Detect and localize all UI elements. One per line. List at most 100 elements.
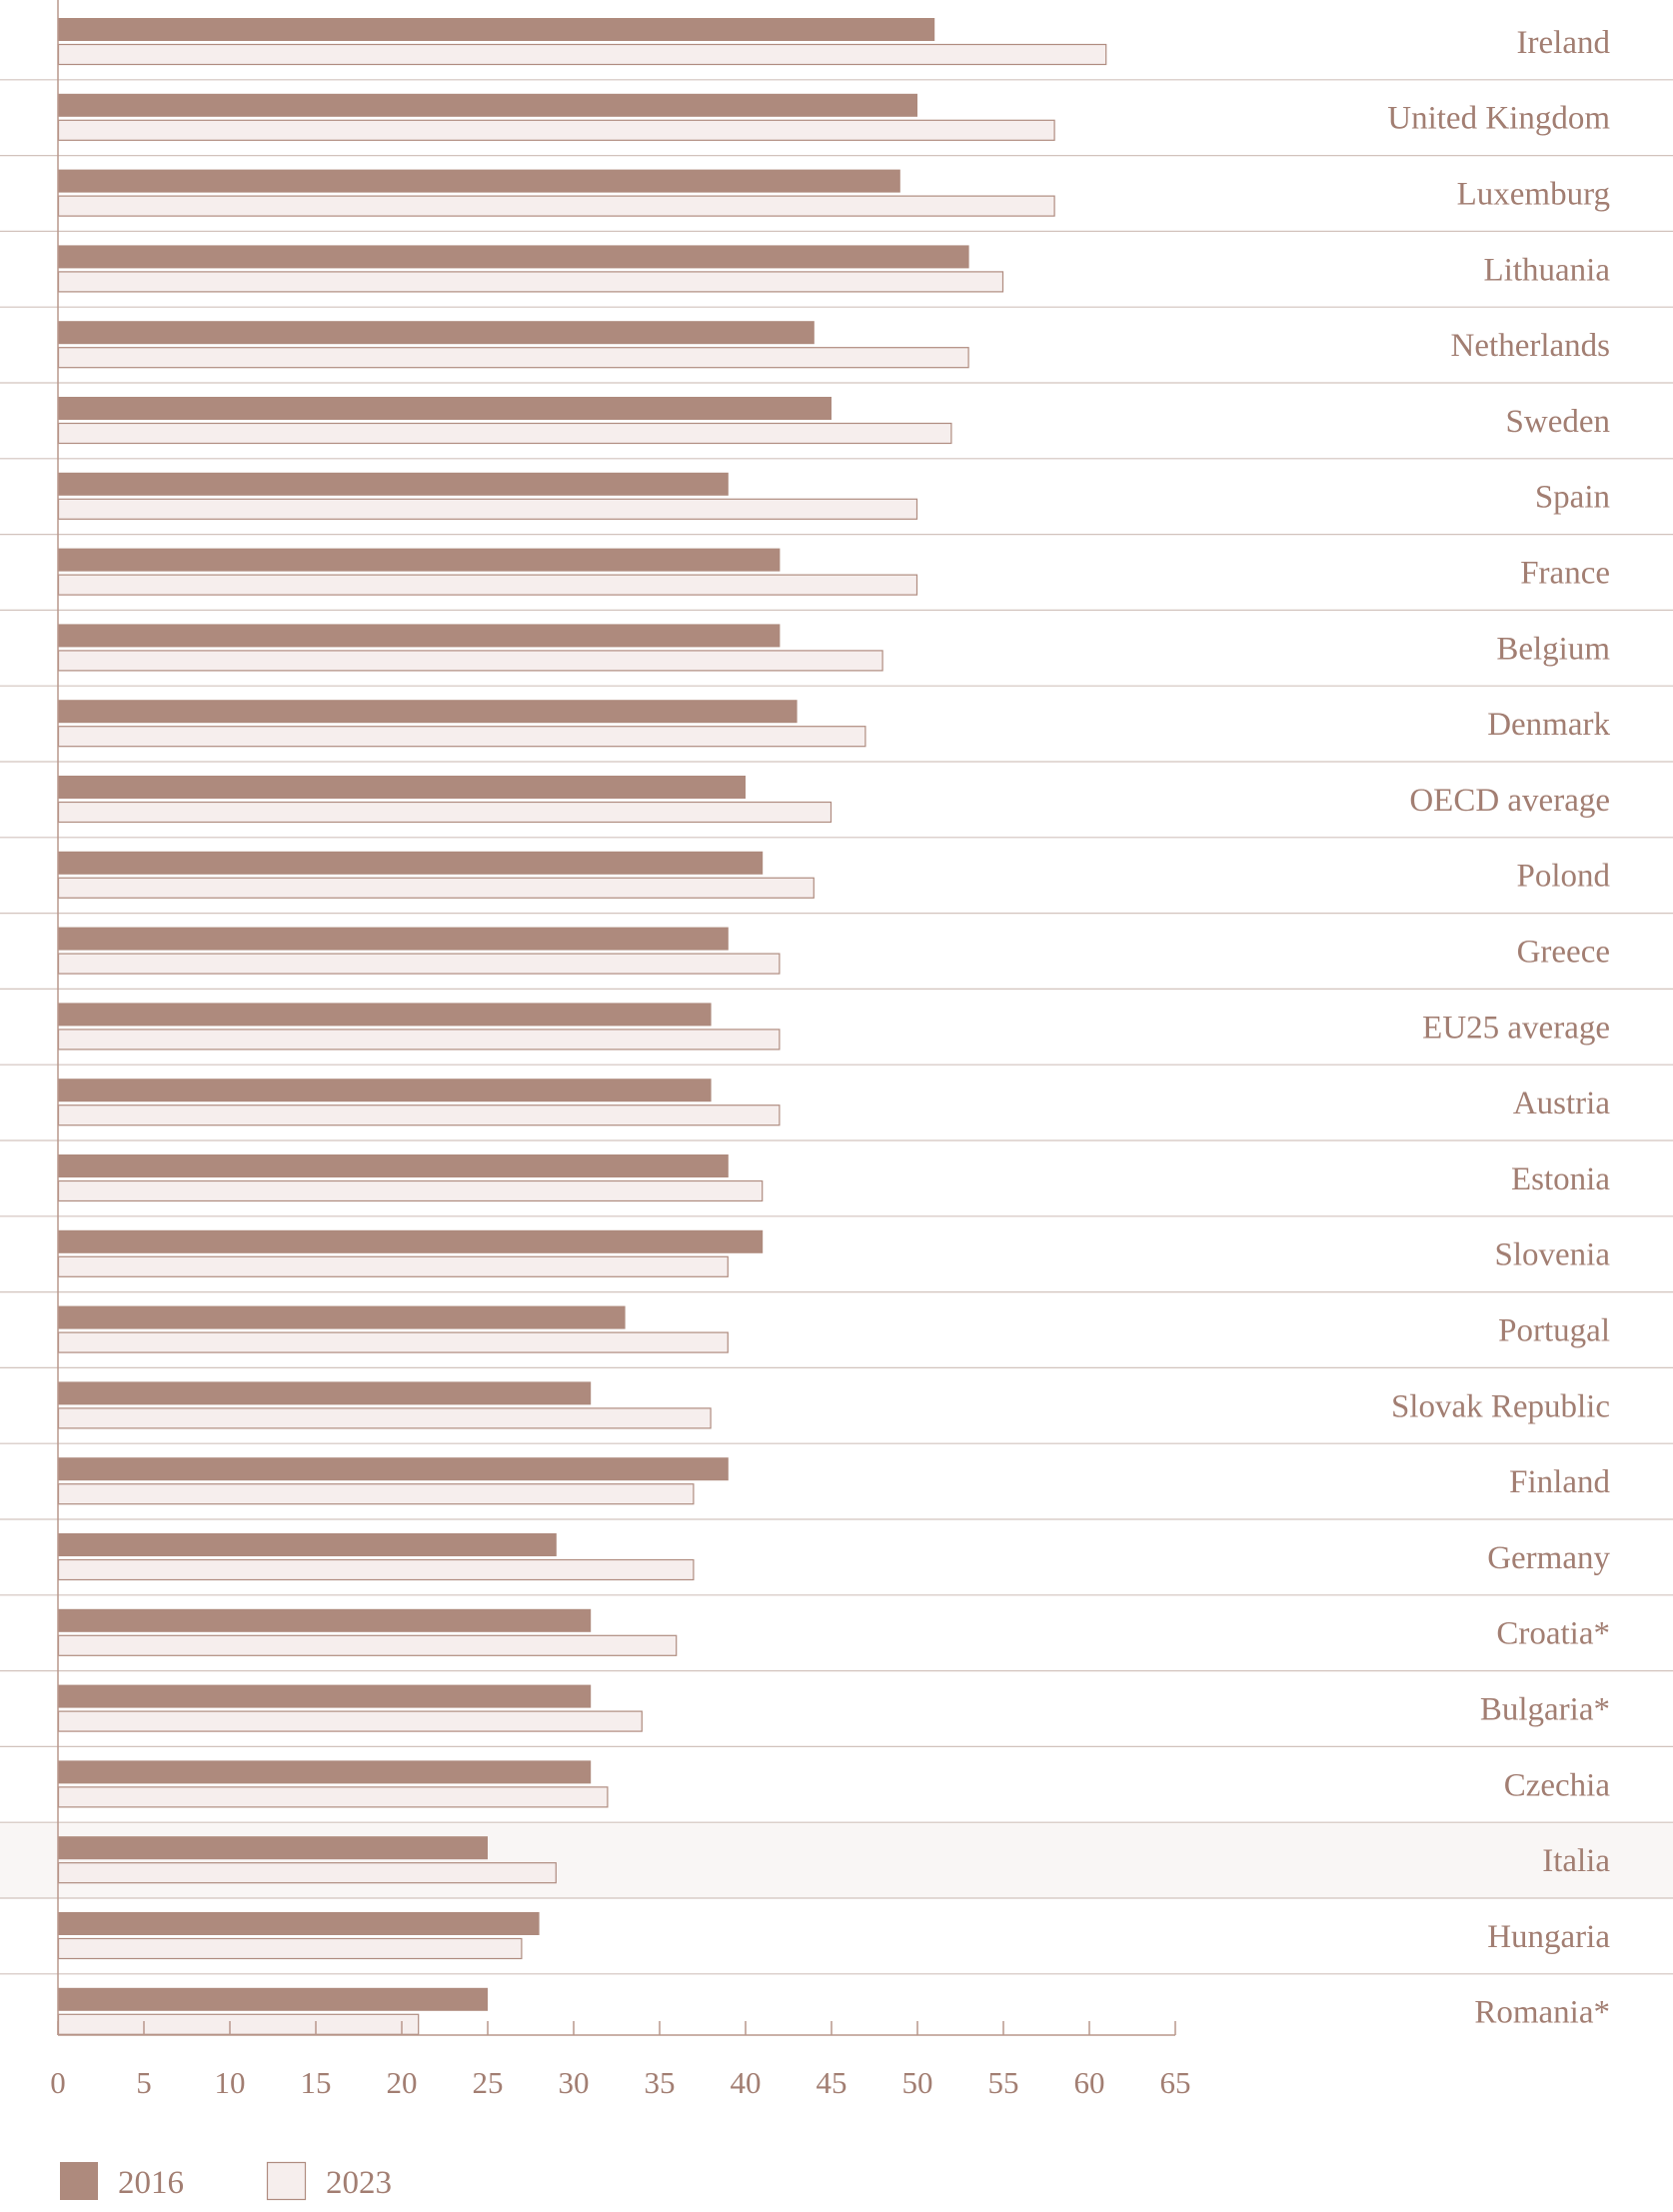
bar-2023 — [57, 271, 1004, 293]
bar-2023 — [57, 498, 918, 520]
bar-2016 — [58, 321, 815, 345]
category-label: Italia — [1542, 1843, 1610, 1879]
category-label: Denmark — [1487, 707, 1610, 743]
x-tick-label: 20 — [387, 2065, 418, 2100]
bar-2016 — [58, 472, 729, 496]
bar-2023 — [57, 1786, 609, 1808]
x-tick-label: 30 — [559, 2065, 590, 2100]
bar-2016 — [58, 548, 781, 572]
bar-2023 — [57, 1937, 523, 1960]
bar-2023 — [57, 1407, 712, 1429]
bar-2016 — [58, 700, 798, 724]
bar-2016 — [58, 93, 917, 117]
bar-2016 — [58, 1229, 764, 1253]
bar-2016 — [58, 1608, 592, 1632]
bar-2023 — [57, 1255, 729, 1277]
category-label: Bulgaria* — [1480, 1692, 1610, 1728]
category-label: Slovenia — [1495, 1237, 1611, 1273]
x-tick-label: 5 — [136, 2065, 152, 2100]
category-label: Germany — [1487, 1540, 1610, 1576]
legend-swatch-2023 — [266, 2161, 307, 2201]
category-label: Croatia* — [1496, 1616, 1610, 1652]
category-label: Czechia — [1504, 1767, 1611, 1803]
bar-2023 — [57, 574, 918, 596]
category-label: Slovak Republic — [1391, 1388, 1610, 1424]
bar-2023 — [57, 1483, 695, 1505]
x-tick-label: 60 — [1074, 2065, 1105, 2100]
bar-2016 — [58, 1987, 488, 2011]
category-label: Austria — [1513, 1086, 1611, 1121]
bar-2016 — [58, 851, 764, 875]
bar-2023 — [57, 1558, 695, 1581]
bar-2023 — [57, 43, 1107, 66]
x-tick-label: 45 — [817, 2065, 847, 2100]
category-label: Ireland — [1517, 25, 1611, 61]
category-label: Finland — [1509, 1464, 1610, 1500]
highlight-band — [0, 1822, 1673, 1898]
bar-2023 — [57, 119, 1055, 141]
bar-2016 — [58, 927, 729, 951]
bar-2016 — [58, 1003, 712, 1027]
bar-2016 — [58, 169, 900, 193]
x-tick-label: 25 — [473, 2065, 504, 2100]
category-label: Greece — [1517, 935, 1610, 971]
bar-2016 — [58, 1079, 712, 1103]
x-tick-label: 50 — [902, 2065, 933, 2100]
bar-2023 — [57, 347, 969, 369]
x-tick-label: 55 — [988, 2065, 1019, 2100]
bar-2023 — [57, 1105, 781, 1126]
bar-2016 — [58, 245, 969, 269]
x-tick-label: 10 — [215, 2065, 246, 2100]
category-label: Netherlands — [1451, 328, 1610, 364]
category-label: OECD average — [1409, 783, 1610, 819]
category-label: Luxemburg — [1457, 177, 1610, 213]
bar-2023 — [57, 1710, 643, 1732]
bar-2016 — [58, 1154, 729, 1177]
bar-2016 — [58, 776, 746, 799]
category-label: Portugal — [1498, 1313, 1610, 1349]
category-label: Hungaria — [1487, 1919, 1610, 1955]
bar-2023 — [57, 801, 833, 824]
category-label: Spain — [1535, 480, 1610, 516]
bar-2016 — [58, 18, 935, 41]
category-label: Romania* — [1474, 1995, 1610, 2031]
legend-label-2023: 2023 — [326, 2165, 392, 2201]
bar-2016 — [58, 1305, 626, 1329]
x-tick-label: 65 — [1160, 2065, 1191, 2100]
bar-2023 — [57, 953, 781, 975]
bar-2016 — [58, 1836, 488, 1860]
bar-2023 — [57, 2013, 420, 2035]
bar-2016 — [58, 1533, 557, 1556]
category-label: France — [1520, 556, 1610, 592]
bar-2023 — [57, 195, 1055, 217]
x-tick-label: 15 — [301, 2065, 332, 2100]
bar-2023 — [57, 422, 952, 445]
bar-2023 — [57, 1331, 729, 1353]
bar-2016 — [58, 1684, 592, 1708]
bar-2016 — [58, 1457, 729, 1481]
legend-swatch-2016 — [60, 2162, 98, 2200]
category-label: Belgium — [1496, 631, 1610, 667]
bar-2023 — [57, 1029, 781, 1051]
bar-2023 — [57, 650, 883, 672]
category-label: Polond — [1516, 859, 1610, 895]
bar-2023 — [57, 1634, 678, 1656]
bar-2016 — [58, 1912, 540, 1935]
category-label: EU25 average — [1422, 1010, 1610, 1046]
x-tick-label: 40 — [731, 2065, 762, 2100]
bar-2016 — [58, 624, 781, 648]
bar-2016 — [58, 1381, 592, 1405]
bar-2023 — [57, 726, 866, 748]
bar-2016 — [58, 397, 832, 420]
bar-2016 — [58, 1760, 592, 1784]
bar-2023 — [57, 1862, 557, 1884]
legend-label-2016: 2016 — [118, 2165, 184, 2201]
x-tick-label: 0 — [50, 2065, 66, 2100]
bar-2023 — [57, 877, 815, 899]
bar-2023 — [57, 1179, 764, 1202]
category-label: United Kingdom — [1387, 101, 1610, 137]
category-label: Lithuania — [1484, 252, 1611, 288]
category-label: Sweden — [1506, 404, 1610, 440]
x-tick-label: 35 — [645, 2065, 676, 2100]
